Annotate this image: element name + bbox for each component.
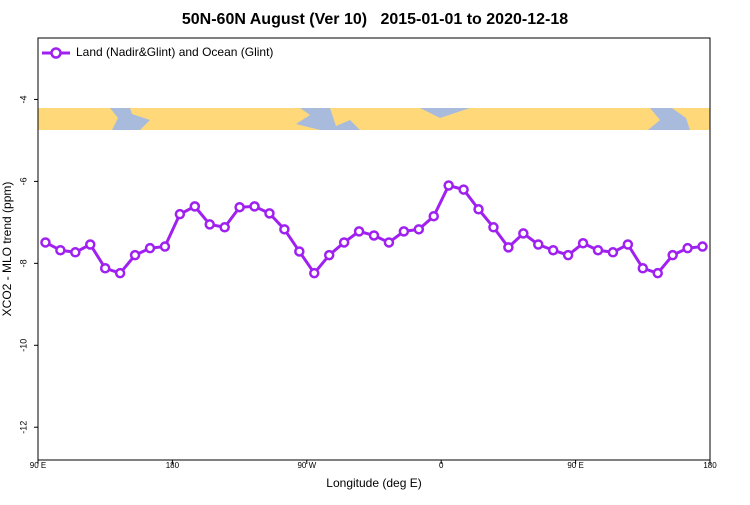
point [682, 242, 693, 254]
point [99, 263, 111, 274]
point [114, 267, 126, 279]
point [533, 239, 544, 250]
x-tick-label: 0 [439, 461, 444, 470]
point [204, 219, 215, 230]
point [428, 210, 439, 222]
point [383, 237, 395, 248]
x-tick-label: 90 W [297, 461, 316, 470]
point [264, 208, 275, 219]
point [323, 249, 335, 261]
legend: Land (Nadir&Glint) and Ocean (Glint) [42, 45, 273, 59]
y-tick-label: -10 [18, 339, 28, 352]
map-strip [38, 108, 710, 130]
point [219, 222, 230, 233]
point [85, 239, 96, 250]
y-tick-label: -12 [18, 421, 28, 434]
point [518, 228, 529, 239]
point [398, 226, 410, 237]
point [577, 238, 589, 249]
y-axis-label: XCO2 - MLO trend (ppm) [0, 182, 14, 317]
point [368, 230, 380, 241]
point [129, 249, 141, 261]
x-tick-label: 180 [166, 461, 180, 470]
point [353, 226, 365, 237]
point [547, 244, 559, 256]
point [70, 247, 81, 258]
point [249, 201, 260, 212]
point [637, 263, 649, 274]
x-tick-label: 90 E [567, 461, 583, 470]
point [294, 246, 305, 257]
y-tick-label: -6 [18, 177, 28, 185]
y-tick-label: -4 [18, 95, 28, 103]
point [503, 242, 514, 253]
chart-title: 50N-60N August (Ver 10) 2015-01-01 to 20… [182, 11, 568, 28]
point [144, 242, 156, 254]
point [159, 241, 171, 252]
x-tick-label: 180 [703, 461, 717, 470]
point [488, 222, 499, 233]
point [473, 204, 484, 215]
point [667, 249, 678, 261]
point [652, 267, 663, 279]
x-axis-label: Longitude (deg E) [326, 476, 421, 490]
point [443, 180, 454, 191]
point [592, 244, 604, 256]
point [189, 201, 201, 212]
point [40, 237, 51, 248]
point [562, 249, 574, 261]
point [279, 224, 290, 235]
plot-frame [37, 37, 711, 461]
legend-label: Land (Nadir&Glint) and Ocean (Glint) [76, 45, 273, 59]
point [234, 201, 245, 213]
point [338, 237, 350, 248]
x-tick-label: 90 E [30, 461, 46, 470]
point [607, 247, 619, 258]
series-line [44, 183, 703, 275]
point [458, 184, 469, 195]
point [622, 239, 634, 250]
point [55, 244, 66, 256]
point [309, 267, 320, 279]
y-tick-label: -8 [18, 259, 28, 267]
point [413, 224, 425, 235]
legend-marker [50, 47, 62, 59]
point [174, 208, 186, 220]
point [697, 241, 708, 252]
